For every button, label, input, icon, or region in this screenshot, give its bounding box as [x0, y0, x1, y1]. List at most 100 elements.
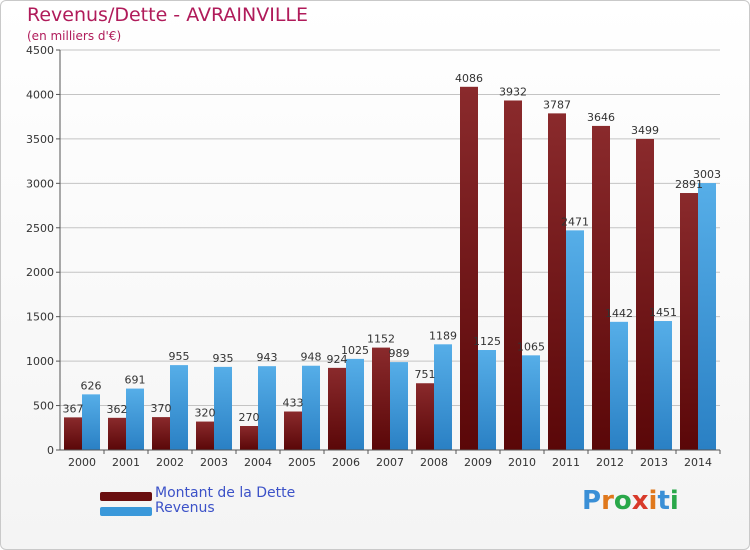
data-label-dette: 924 — [327, 353, 348, 366]
x-tick-label: 2000 — [68, 456, 96, 469]
data-label-revenus: 943 — [257, 351, 278, 364]
bar-revenus — [126, 388, 144, 450]
bar-revenus — [522, 355, 540, 450]
y-tick-label: 0 — [47, 444, 54, 457]
data-label-revenus: 626 — [81, 379, 102, 392]
data-label-dette: 370 — [151, 402, 172, 415]
proxiti-logo: Proxiti — [582, 486, 679, 516]
bar-revenus — [170, 365, 188, 450]
x-tick-label: 2011 — [552, 456, 580, 469]
data-label-dette: 433 — [283, 397, 304, 410]
data-label-revenus: 955 — [169, 350, 190, 363]
bar-dette — [460, 86, 478, 451]
x-tick-label: 2013 — [640, 456, 668, 469]
y-tick-label: 1500 — [26, 311, 54, 324]
y-tick-label: 1000 — [26, 355, 54, 368]
data-label-dette: 3499 — [631, 124, 659, 137]
logo-letter: x — [631, 486, 649, 516]
bar-dette — [548, 113, 566, 450]
bar-dette — [636, 138, 654, 450]
bar-revenus — [214, 366, 232, 450]
data-label-dette: 1152 — [367, 333, 395, 346]
y-tick-label: 500 — [33, 400, 54, 413]
data-label-revenus: 1065 — [517, 340, 545, 353]
data-label-dette: 3787 — [543, 98, 571, 111]
logo-letter: t — [657, 486, 670, 516]
y-tick-label: 2000 — [26, 266, 54, 279]
bar-dette — [108, 417, 126, 450]
data-label-dette: 362 — [107, 403, 128, 416]
bar-revenus — [698, 183, 716, 451]
x-tick-label: 2008 — [420, 456, 448, 469]
legend-swatch-revenus — [100, 507, 152, 516]
data-label-dette: 320 — [195, 407, 216, 420]
data-label-revenus: 1189 — [429, 329, 457, 342]
logo-letter: r — [601, 486, 614, 516]
data-label-dette: 270 — [239, 411, 260, 424]
data-label-dette: 751 — [415, 368, 436, 381]
bar-dette — [504, 100, 522, 450]
bar-revenus — [610, 321, 628, 450]
x-tick-label: 2012 — [596, 456, 624, 469]
data-label-dette: 3646 — [587, 111, 615, 124]
y-tick-label: 4500 — [26, 44, 54, 57]
data-label-revenus: 1025 — [341, 344, 369, 357]
bar-dette — [196, 421, 214, 450]
chart-subtitle: (en milliers d'€) — [27, 29, 122, 43]
bar-revenus — [346, 358, 364, 450]
legend-label-revenus: Revenus — [155, 500, 215, 516]
logo-letter: o — [613, 486, 632, 516]
bar-dette — [240, 426, 258, 450]
bar-revenus — [566, 230, 584, 450]
x-tick-label: 2004 — [244, 456, 272, 469]
x-tick-label: 2001 — [112, 456, 140, 469]
data-label-dette: 4086 — [455, 72, 483, 85]
data-label-revenus: 948 — [301, 351, 322, 364]
bar-revenus — [654, 321, 672, 450]
y-tick-label: 2500 — [26, 222, 54, 235]
bar-revenus — [82, 394, 100, 450]
legend-label-dette: Montant de la Dette — [155, 485, 296, 501]
bar-dette — [284, 411, 302, 450]
data-label-dette: 367 — [63, 402, 84, 415]
x-tick-label: 2006 — [332, 456, 360, 469]
logo-letter: i — [669, 486, 679, 516]
bar-dette — [680, 193, 698, 450]
bar-revenus — [390, 362, 408, 450]
bar-dette — [372, 347, 390, 450]
bar-dette — [416, 383, 434, 450]
data-label-revenus: 989 — [389, 347, 410, 360]
x-tick-label: 2014 — [684, 456, 712, 469]
data-label-revenus: 935 — [213, 352, 234, 365]
x-tick-label: 2005 — [288, 456, 316, 469]
bar-revenus — [302, 365, 320, 450]
data-label-revenus: 1451 — [649, 306, 677, 319]
y-tick-label: 4000 — [26, 88, 54, 101]
bars — [64, 86, 716, 451]
data-label-revenus: 2471 — [561, 215, 589, 228]
chart-title: Revenus/Dette - AVRAINVILLE — [27, 4, 309, 26]
logo-letter: P — [582, 486, 602, 516]
bar-dette — [592, 125, 610, 451]
data-label-revenus: 3003 — [693, 168, 721, 181]
data-label-revenus: 1125 — [473, 335, 501, 348]
bar-revenus — [478, 350, 496, 450]
logo-letter: i — [648, 486, 658, 516]
bar-dette — [64, 417, 82, 450]
axes: 0 500 1000 1500 2000 2500 3000 3500 4000 4500 2000… — [26, 44, 721, 469]
data-label-dette: 3932 — [499, 85, 527, 98]
data-label-revenus: 691 — [125, 374, 146, 387]
legend-swatch-dette — [100, 492, 152, 501]
y-tick-label: 3000 — [26, 177, 54, 190]
bar-dette — [152, 417, 170, 450]
y-tick-label: 3500 — [26, 133, 54, 146]
x-tick-label: 2009 — [464, 456, 492, 469]
x-tick-label: 2002 — [156, 456, 184, 469]
x-tick-label: 2010 — [508, 456, 536, 469]
bar-revenus — [258, 366, 276, 450]
bar-dette — [328, 367, 346, 450]
data-label-dette: 2891 — [675, 178, 703, 191]
